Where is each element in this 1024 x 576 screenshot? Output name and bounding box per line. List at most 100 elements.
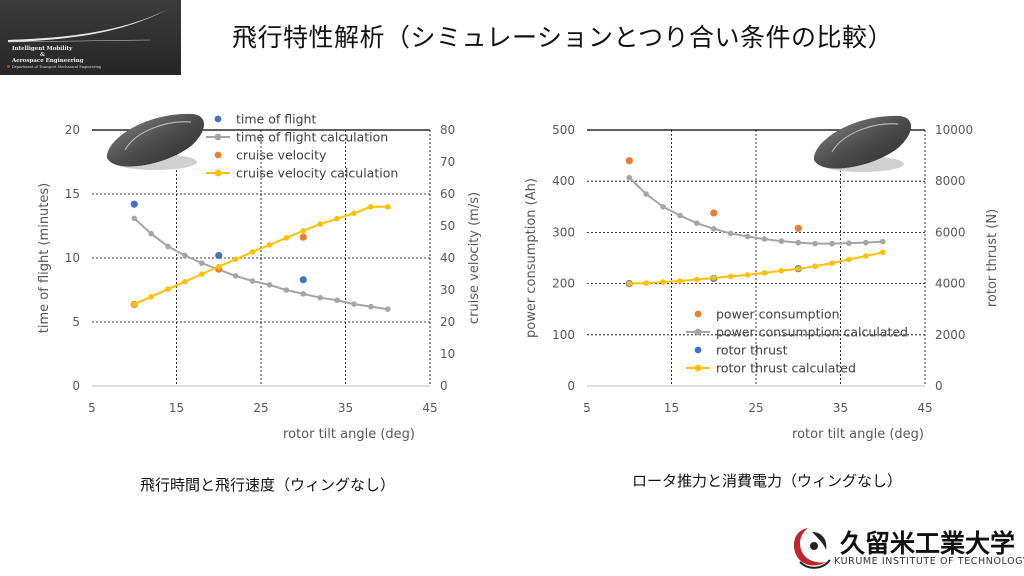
data-point — [351, 210, 357, 216]
legend-label: time of flight — [236, 112, 316, 127]
data-point — [812, 240, 818, 247]
y-tick-label: 0 — [567, 379, 575, 393]
data-point — [299, 276, 307, 284]
data-point — [829, 260, 835, 266]
data-point — [812, 263, 818, 269]
x-tick-label: 25 — [253, 401, 268, 415]
data-point — [879, 249, 886, 256]
x-tick-label: 35 — [338, 401, 353, 415]
data-point — [677, 278, 683, 284]
data-point — [368, 204, 374, 210]
series-line — [133, 217, 388, 311]
x-axis-title: rotor tilt angle (deg) — [283, 427, 415, 442]
y2-tick-label: 10000 — [935, 123, 973, 137]
data-point — [283, 287, 290, 293]
data-point — [677, 212, 683, 219]
y2-tick-label: 20 — [440, 315, 455, 329]
data-point — [368, 303, 374, 310]
y-tick-label: 10 — [65, 251, 80, 265]
data-point — [794, 224, 802, 232]
lab-logo-line4: Department of Transport Mechanical Engin… — [12, 65, 102, 69]
y2-tick-label: 2000 — [935, 328, 966, 342]
data-point — [846, 240, 852, 246]
data-point — [215, 263, 222, 270]
data-point — [710, 209, 718, 217]
legend-marker — [214, 151, 222, 159]
caption-right: ロータ推力と消費電力（ウィングなし） — [632, 472, 903, 490]
lab-logo-dot — [7, 65, 10, 68]
data-point — [317, 221, 323, 227]
data-point — [182, 278, 188, 285]
y2-tick-label: 10 — [440, 347, 455, 361]
y2-tick-label: 60 — [440, 187, 455, 201]
y2-tick-label: 30 — [440, 283, 455, 297]
legend-label: cruise velocity calculation — [236, 166, 398, 181]
aircraft-model-image — [106, 113, 205, 170]
caption-left: 飛行時間と飛行速度（ウィングなし） — [140, 476, 396, 494]
series-3 — [626, 249, 886, 287]
x-tick-label: 25 — [748, 401, 763, 415]
data-point — [643, 191, 649, 197]
series-3 — [131, 204, 391, 308]
y-tick-label: 400 — [552, 174, 575, 188]
lab-logo-line2: & — [40, 52, 45, 58]
y2-axis-title: cruise velocity (m/s) — [467, 192, 482, 324]
data-point — [165, 286, 171, 292]
y-tick-label: 100 — [552, 328, 575, 342]
data-point — [846, 256, 852, 263]
x-tick-label: 5 — [88, 401, 96, 415]
legend-marker — [214, 169, 222, 177]
data-point — [795, 265, 802, 272]
y-axis-title: power consumption (Ah) — [524, 178, 539, 338]
data-point — [626, 174, 633, 181]
data-point — [643, 280, 649, 286]
data-point — [694, 220, 700, 226]
series-line — [133, 205, 388, 306]
data-point — [744, 272, 751, 278]
legend-marker — [694, 364, 702, 372]
data-point — [660, 204, 666, 210]
data-point — [761, 270, 768, 276]
data-point — [266, 242, 273, 248]
data-point — [199, 260, 205, 266]
data-point — [266, 282, 273, 288]
data-point — [215, 251, 223, 260]
series-1 — [626, 174, 886, 247]
chart-power-thrust: 5 15 25 35 45 0 100 200 300 400 500 0 2000 4000 6000 80… — [512, 96, 1024, 456]
y2-tick-label: 6000 — [935, 225, 966, 239]
y2-tick-label: 40 — [440, 251, 455, 265]
legend-marker — [214, 115, 222, 123]
data-point — [384, 204, 391, 210]
data-point — [710, 275, 717, 281]
y2-tick-label: 80 — [440, 123, 455, 137]
legend-marker — [694, 310, 702, 318]
data-point — [131, 301, 138, 308]
legend: time of flight time of flight calculation… — [206, 112, 398, 181]
y-tick-label: 5 — [72, 315, 80, 329]
y-tick-label: 15 — [65, 187, 80, 201]
data-point — [317, 294, 323, 301]
data-point — [727, 230, 734, 237]
x-axis-title: rotor tilt angle (deg) — [792, 427, 924, 442]
data-point — [148, 230, 154, 237]
data-point — [744, 233, 751, 240]
series-1 — [131, 215, 391, 312]
data-point — [879, 238, 886, 245]
data-point — [232, 256, 239, 263]
data-point — [625, 157, 633, 165]
university-emblem-icon — [793, 528, 831, 569]
university-logo: 久留米工業大学 KURUME INSTITUTE OF TECHNOLOGY — [786, 522, 1024, 574]
legend: power consumption power consumption calcu… — [686, 307, 908, 376]
x-tick-label: 45 — [422, 401, 437, 415]
data-point — [778, 268, 785, 274]
x-tick-label: 5 — [583, 401, 591, 415]
data-point — [710, 226, 717, 232]
series-2 — [130, 233, 307, 308]
data-point — [148, 293, 154, 300]
university-name: 久留米工業大学 — [840, 529, 1016, 558]
data-point — [130, 200, 138, 208]
legend-marker — [694, 346, 702, 354]
y-axis-title: time of flight (minutes) — [37, 183, 52, 333]
legend-label: power consumption — [716, 307, 840, 322]
